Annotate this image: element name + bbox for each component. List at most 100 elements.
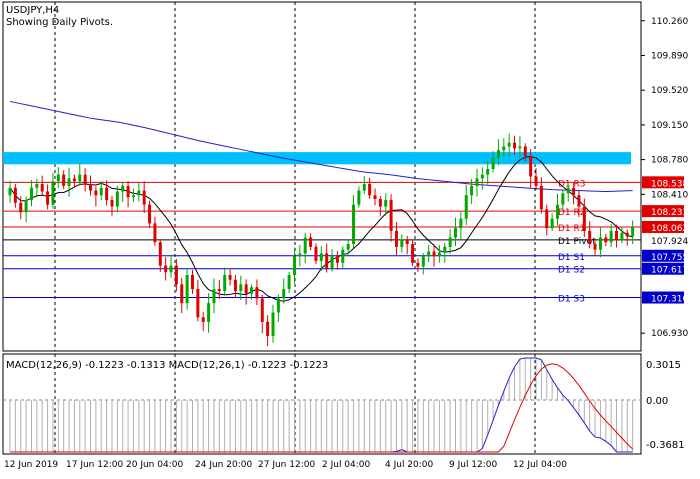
time-label: 4 Jul 20:00: [385, 460, 434, 470]
candle-body: [24, 199, 28, 213]
time-label: 9 Jul 12:00: [449, 460, 498, 470]
candle-body: [276, 298, 280, 313]
candle-body: [604, 237, 608, 243]
candle-body: [475, 178, 479, 186]
candle-body: [158, 242, 162, 266]
candle-body: [362, 184, 366, 191]
candle-body: [56, 174, 60, 182]
candle-body: [51, 181, 55, 205]
pivot-lines: D1 R3 108.538 D1 R2 108.231 D1 R1 108.062 D1 P…: [3, 176, 688, 305]
candle-body: [496, 150, 500, 158]
candle-body: [464, 195, 468, 219]
time-label: 12 Jun 2019: [4, 460, 58, 470]
candle-body: [83, 174, 87, 185]
price-tag: [642, 249, 684, 262]
price-tag: [642, 220, 684, 233]
candle-body: [201, 317, 205, 322]
candle-body: [180, 284, 184, 304]
pivot-label: D1 R1: [558, 224, 586, 234]
candle-body: [480, 174, 484, 179]
candle-body: [110, 199, 114, 207]
macd-label: MACD(12,26,9) -0.1223 -0.1313 MACD(12,26…: [6, 360, 328, 371]
candle-body: [207, 303, 211, 322]
candle-body: [609, 230, 613, 243]
symbol-timeframe: USDJPY,H4: [6, 5, 59, 16]
candle-body: [212, 289, 216, 304]
candle-body: [282, 289, 286, 299]
slow-moving-average: [9, 100, 633, 193]
candle-body: [131, 195, 135, 198]
candle-body: [437, 252, 441, 257]
candle-body: [378, 199, 382, 207]
candle-body: [550, 218, 554, 229]
candle-body: [287, 275, 291, 290]
candle-body: [357, 190, 361, 205]
main-plot-frame: [2, 1, 642, 352]
candle-body: [427, 251, 431, 257]
candle-body: [513, 142, 517, 149]
candle-body: [454, 228, 458, 238]
candle-body: [529, 155, 533, 177]
candle-body: [577, 195, 581, 207]
candle-body: [298, 253, 302, 257]
candle-body: [625, 232, 629, 237]
candle-body: [389, 199, 393, 231]
candle-body: [292, 256, 296, 276]
candle-body: [448, 237, 452, 247]
pivot-label: D1 Pivot: [558, 237, 596, 247]
candle-body: [518, 146, 522, 149]
candle-body: [384, 199, 388, 207]
candle-body: [405, 239, 409, 245]
candle-body: [588, 230, 592, 245]
price-tick-label: 109.520: [651, 86, 688, 96]
candle-body: [35, 184, 39, 188]
pivot-label: D1 S1: [558, 253, 585, 263]
candle-body: [615, 230, 619, 241]
candle-body: [29, 187, 33, 200]
time-axis: 12 Jun 2019 17 Jun 12:00 20 Jun 04:00 24 Ju…: [4, 460, 567, 470]
candle-body: [572, 187, 576, 196]
candle-body: [598, 237, 602, 250]
candle-body: [250, 287, 254, 294]
candle-body: [99, 187, 103, 196]
price-tag: [642, 291, 684, 304]
candle-body: [153, 223, 157, 243]
candle-body: [78, 174, 82, 182]
candle-body: [411, 244, 415, 263]
candle-body: [67, 178, 71, 186]
candle-body: [394, 230, 398, 247]
price-tag: [642, 176, 684, 189]
candle-body: [400, 239, 404, 247]
candle-body: [303, 237, 307, 254]
price-tag-value: 108.231: [651, 208, 688, 218]
candle-body: [126, 185, 130, 198]
candle-body: [421, 256, 425, 267]
macd-signal-line: [10, 363, 633, 453]
pivot-label: D1 S2: [558, 266, 585, 276]
candle-body: [555, 204, 559, 219]
candle-body: [319, 253, 323, 261]
pivot-label: D1 R2: [558, 208, 586, 218]
candle-body: [330, 256, 334, 269]
price-tag: [642, 205, 684, 218]
candle-body: [244, 284, 248, 294]
price-tag: [642, 233, 684, 246]
candle-body: [545, 209, 549, 229]
price-tag-value: 107.755: [651, 253, 688, 263]
candle-body: [309, 237, 313, 247]
macd-scale-zero: 0.00: [646, 396, 668, 407]
candle-body: [534, 176, 538, 186]
candle-body: [566, 187, 570, 194]
price-tag-value: 108.062: [651, 224, 688, 234]
pivot-label: D1 S3: [558, 295, 585, 305]
candle-body: [223, 275, 227, 291]
candle-body: [416, 262, 420, 267]
price-tag-value: 107.924: [651, 237, 688, 247]
candle-body: [539, 185, 543, 210]
candle-body: [217, 289, 221, 291]
candle-body: [89, 184, 93, 191]
candle-body: [239, 284, 243, 291]
candle-body: [561, 193, 565, 205]
